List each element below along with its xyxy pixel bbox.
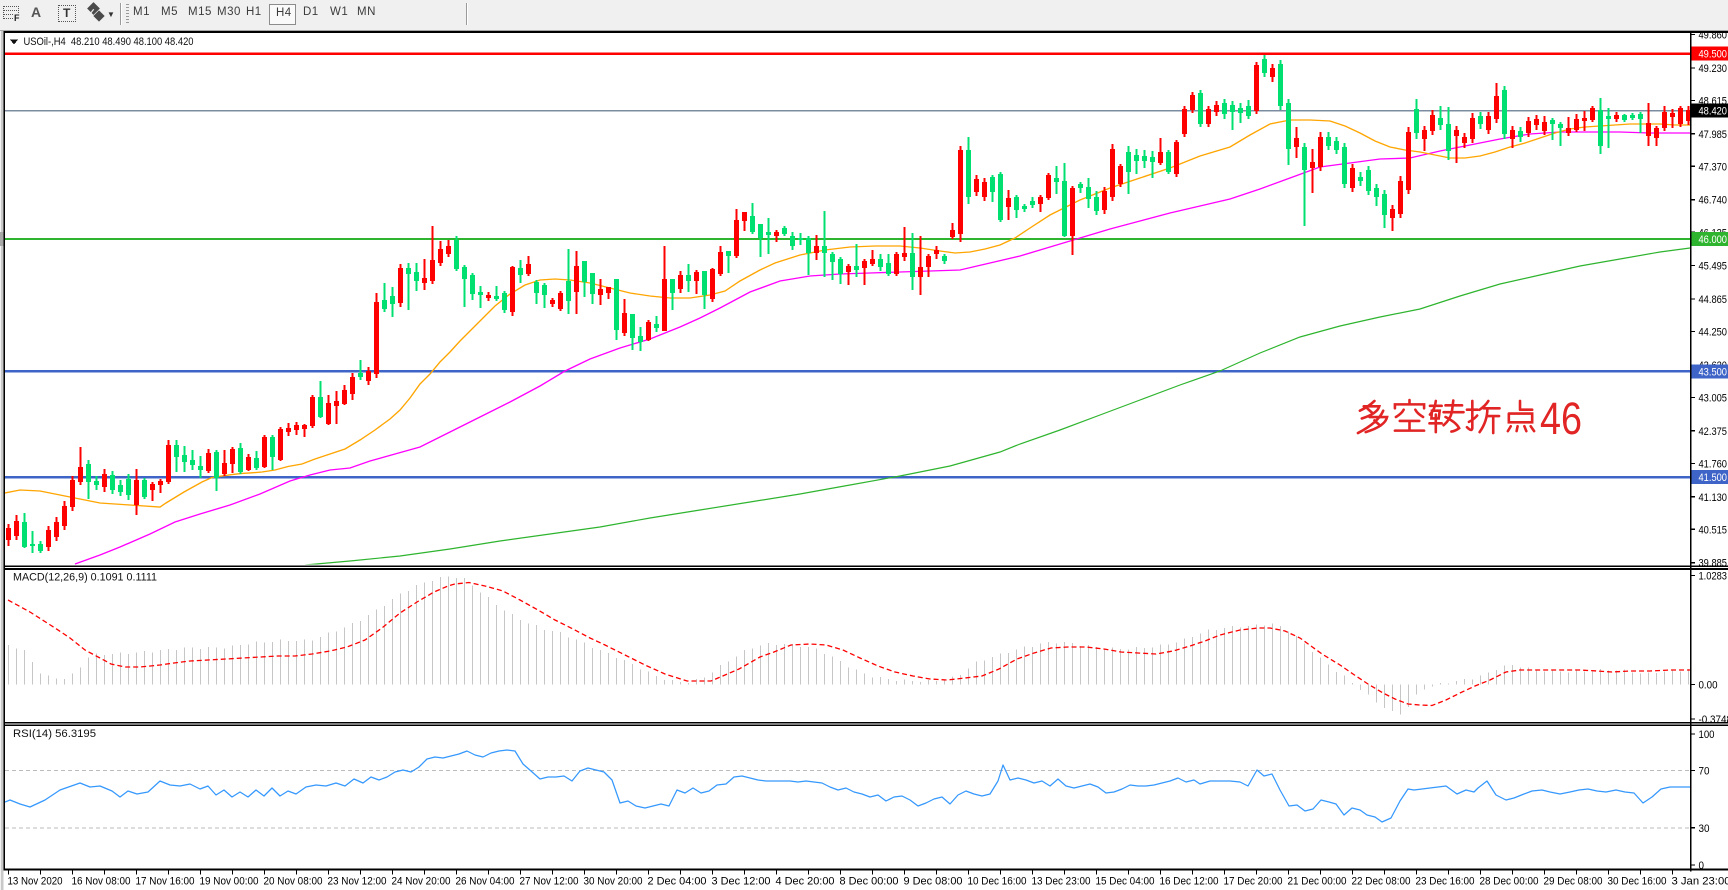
svg-text:2 Dec 04:00: 2 Dec 04:00	[648, 876, 707, 888]
svg-text:46.000: 46.000	[1699, 234, 1728, 246]
svg-text:42.375: 42.375	[1699, 426, 1728, 438]
svg-text:22 Dec 08:00: 22 Dec 08:00	[1352, 876, 1411, 888]
svg-text:USOil-,H4 48.210 48.490 48.10: USOil-,H4 48.210 48.490 48.100 48.420	[24, 36, 194, 48]
svg-text:43.500: 43.500	[1699, 366, 1728, 378]
svg-text:49.860: 49.860	[1699, 31, 1728, 42]
svg-text:21 Dec 00:00: 21 Dec 00:00	[1288, 876, 1347, 888]
svg-text:40.515: 40.515	[1699, 524, 1728, 536]
svg-text:41.760: 41.760	[1699, 458, 1728, 470]
svg-text:23 Nov 12:00: 23 Nov 12:00	[328, 876, 387, 888]
svg-text:46.740: 46.740	[1699, 195, 1728, 207]
svg-text:41.130: 41.130	[1699, 492, 1728, 504]
svg-text:8 Dec 00:00: 8 Dec 00:00	[840, 876, 899, 888]
svg-text:16 Dec 12:00: 16 Dec 12:00	[1160, 876, 1219, 888]
svg-text:1.0283: 1.0283	[1699, 571, 1728, 583]
svg-text:30 Dec 16:00: 30 Dec 16:00	[1608, 876, 1667, 888]
svg-text:26 Nov 04:00: 26 Nov 04:00	[456, 876, 515, 888]
svg-text:-0.3748: -0.3748	[1699, 714, 1728, 726]
svg-text:48.420: 48.420	[1699, 106, 1728, 118]
svg-text:20 Nov 08:00: 20 Nov 08:00	[264, 876, 323, 888]
svg-text:44.250: 44.250	[1699, 327, 1728, 339]
svg-text:RSI(14) 56.3195: RSI(14) 56.3195	[13, 728, 96, 740]
svg-text:13 Dec 23:00: 13 Dec 23:00	[1032, 876, 1091, 888]
svg-text:29 Dec 08:00: 29 Dec 08:00	[1544, 876, 1603, 888]
svg-text:15 Dec 04:00: 15 Dec 04:00	[1096, 876, 1155, 888]
svg-text:28 Dec 00:00: 28 Dec 00:00	[1480, 876, 1539, 888]
svg-text:17 Nov 16:00: 17 Nov 16:00	[136, 876, 195, 888]
svg-text:46: 46	[1540, 393, 1582, 444]
svg-text:10 Dec 16:00: 10 Dec 16:00	[968, 876, 1027, 888]
svg-text:41.500: 41.500	[1699, 472, 1728, 484]
svg-text:23 Dec 16:00: 23 Dec 16:00	[1416, 876, 1475, 888]
svg-text:47.370: 47.370	[1699, 161, 1728, 173]
svg-text:16 Nov 08:00: 16 Nov 08:00	[72, 876, 131, 888]
svg-text:3 Dec 12:00: 3 Dec 12:00	[712, 876, 771, 888]
svg-text:13 Nov 2020: 13 Nov 2020	[8, 876, 63, 888]
svg-text:47.985: 47.985	[1699, 129, 1728, 141]
svg-text:39.885: 39.885	[1699, 558, 1728, 570]
svg-text:19 Nov 00:00: 19 Nov 00:00	[200, 876, 259, 888]
svg-text:4 Dec 20:00: 4 Dec 20:00	[776, 876, 835, 888]
svg-text:0: 0	[1699, 860, 1705, 872]
svg-text:43.005: 43.005	[1699, 393, 1728, 405]
svg-text:100: 100	[1699, 729, 1715, 741]
svg-text:3 Jan 23:00: 3 Jan 23:00	[1672, 876, 1728, 888]
svg-text:49.500: 49.500	[1699, 49, 1728, 61]
svg-text:27 Nov 12:00: 27 Nov 12:00	[520, 876, 579, 888]
svg-text:MACD(12,26,9) 0.1091 0.1111: MACD(12,26,9) 0.1091 0.1111	[13, 572, 157, 584]
svg-text:9 Dec 08:00: 9 Dec 08:00	[904, 876, 963, 888]
svg-text:30 Nov 20:00: 30 Nov 20:00	[584, 876, 643, 888]
svg-text:17 Dec 20:00: 17 Dec 20:00	[1224, 876, 1283, 888]
svg-text:70: 70	[1699, 766, 1710, 778]
svg-text:45.495: 45.495	[1699, 261, 1728, 273]
svg-text:0.00: 0.00	[1699, 680, 1718, 692]
svg-text:30: 30	[1699, 823, 1710, 835]
svg-text:24 Nov 20:00: 24 Nov 20:00	[392, 876, 451, 888]
svg-text:49.230: 49.230	[1699, 63, 1728, 75]
svg-text:44.865: 44.865	[1699, 294, 1728, 306]
